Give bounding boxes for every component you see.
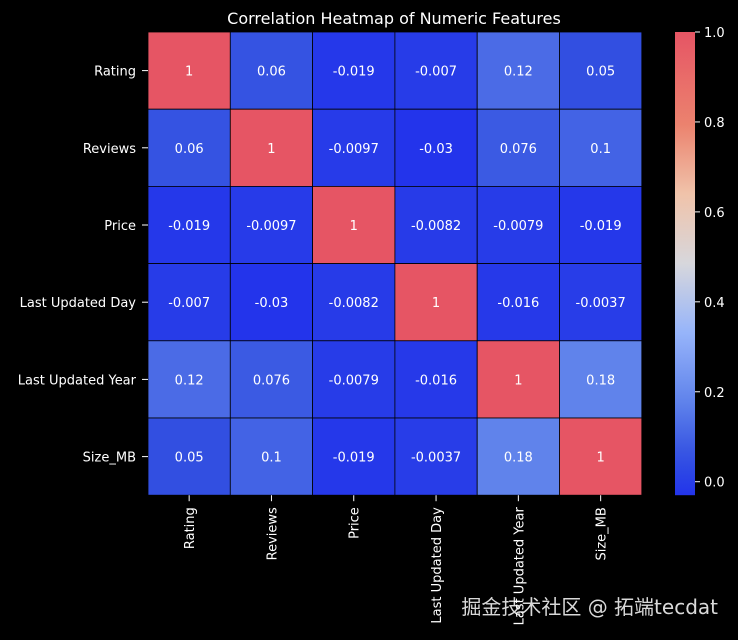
heatmap-cell-2-4 [476, 185, 560, 264]
cell-value-label: 0.18 [504, 451, 533, 466]
heatmap-cell-2-0 [147, 185, 231, 264]
cell-value-label: -0.016 [415, 373, 457, 388]
heatmap-cell-1-3 [394, 108, 478, 187]
colorbar-tick-label: 0.8 [704, 116, 725, 131]
cell-value-label: 1 [185, 65, 193, 80]
cell-value-label: 0.06 [175, 142, 204, 157]
row-tick-label: Reviews [83, 142, 136, 157]
cell-value-label: 0.06 [257, 65, 286, 80]
colorbar-tick-label: 0.4 [704, 296, 725, 311]
cell-value-label: -0.0037 [576, 296, 626, 311]
colorbar-ticks: 0.0 0.2 0.4 0.6 0.8 1.0 [695, 26, 725, 491]
cell-value-label: 0.18 [586, 373, 615, 388]
cell-value-label: -0.0097 [329, 142, 379, 157]
heatmap-cell-1-5 [559, 108, 643, 187]
cell-value-label: -0.0079 [329, 373, 379, 388]
heatmap-cell-2-3 [394, 185, 478, 264]
cell-value-label: -0.03 [419, 142, 453, 157]
cell-value-label: -0.007 [168, 296, 210, 311]
cell-value-label: -0.019 [333, 65, 375, 80]
row-tick-label: Price [104, 219, 136, 234]
heatmap-cells: 1 0.06 -0.019 -0.007 0.12 0.05 0.06 1 -0.0097 -0.… [147, 31, 643, 496]
cell-value-label: -0.019 [580, 219, 622, 234]
colorbar-tick-label: 1.0 [704, 26, 725, 41]
cell-value-label: 0.1 [590, 142, 611, 157]
cell-value-label: 1 [597, 451, 605, 466]
heatmap-cell-0-5 [559, 31, 643, 110]
cell-value-label: -0.03 [255, 296, 289, 311]
colorbar-tick-label: 0.2 [704, 386, 725, 401]
heatmap-cell-0-0 [147, 31, 231, 110]
row-tick-label: Last Updated Year [18, 373, 137, 388]
colorbar-gradient [675, 32, 695, 496]
cell-value-label: 1 [514, 373, 522, 388]
watermark-text: 掘金技术社区 @ 拓端tecdat [461, 595, 718, 619]
heatmap-cell-2-2 [312, 185, 396, 264]
heatmap-cell-0-1 [229, 31, 314, 110]
colorbar: 0.0 0.2 0.4 0.6 0.8 1.0 [675, 26, 725, 496]
heatmap-cell-2-1 [229, 185, 314, 264]
heatmap-cell-5-5 [559, 417, 643, 496]
cell-value-label: 0.05 [175, 451, 204, 466]
column-tick-label: Reviews [265, 507, 280, 560]
heatmap-cell-0-3 [394, 31, 478, 110]
heatmap-cell-4-5 [559, 340, 643, 419]
row-tick-labels: Rating Reviews Price Last Updated Day Last U… [18, 65, 148, 466]
cell-value-label: -0.0097 [246, 219, 296, 234]
column-tick-label: Last Updated Year [512, 507, 527, 626]
cell-value-label: 1 [432, 296, 440, 311]
heatmap-cell-3-5 [559, 263, 643, 342]
cell-value-label: -0.0037 [411, 451, 461, 466]
heatmap-cell-4-2 [312, 340, 396, 419]
chart-title: Correlation Heatmap of Numeric Features [227, 9, 561, 28]
heatmap-cell-1-1 [229, 108, 314, 187]
heatmap-cell-2-5 [559, 185, 643, 264]
cell-value-label: -0.019 [333, 451, 375, 466]
column-tick-labels: Rating Reviews Price Last Updated Day Last U… [183, 495, 610, 625]
heatmap-cell-5-0 [147, 417, 231, 496]
heatmap-cell-0-4 [476, 31, 560, 110]
cell-value-label: 0.12 [504, 65, 533, 80]
column-tick-label: Price [348, 507, 363, 539]
colorbar-tick-label: 0.0 [704, 476, 725, 491]
heatmap-cell-3-3 [394, 263, 478, 342]
cell-value-label: 0.05 [586, 65, 615, 80]
heatmap-cell-5-4 [476, 417, 560, 496]
heatmap-cell-4-3 [394, 340, 478, 419]
row-tick-label: Last Updated Day [20, 296, 137, 311]
column-tick-label: Last Updated Day [430, 507, 445, 624]
heatmap-cell-0-2 [312, 31, 396, 110]
heatmap-cell-3-1 [229, 263, 314, 342]
cell-value-label: 1 [267, 142, 275, 157]
cell-value-label: 0.12 [175, 373, 204, 388]
cell-value-label: 0.076 [500, 142, 537, 157]
cell-value-label: -0.019 [168, 219, 210, 234]
cell-value-label: -0.0079 [493, 219, 543, 234]
column-tick-label: Size_MB [595, 507, 610, 560]
cell-value-label: -0.0082 [329, 296, 379, 311]
heatmap-cell-4-0 [147, 340, 231, 419]
cell-value-label: 0.076 [253, 373, 290, 388]
cell-value-label: -0.007 [415, 65, 457, 80]
heatmap-cell-3-4 [476, 263, 560, 342]
row-tick-label: Rating [94, 65, 136, 80]
row-tick-label: Size_MB [83, 451, 136, 466]
column-tick-label: Rating [183, 507, 198, 549]
cell-value-label: -0.016 [497, 296, 539, 311]
cell-value-label: 0.1 [261, 451, 282, 466]
heatmap-cell-3-0 [147, 263, 231, 342]
heatmap-cell-4-4 [476, 340, 560, 419]
cell-value-label: -0.0082 [411, 219, 461, 234]
colorbar-tick-label: 0.6 [704, 206, 725, 221]
cell-value-label: 1 [350, 219, 358, 234]
heatmap-cell-3-2 [312, 263, 396, 342]
